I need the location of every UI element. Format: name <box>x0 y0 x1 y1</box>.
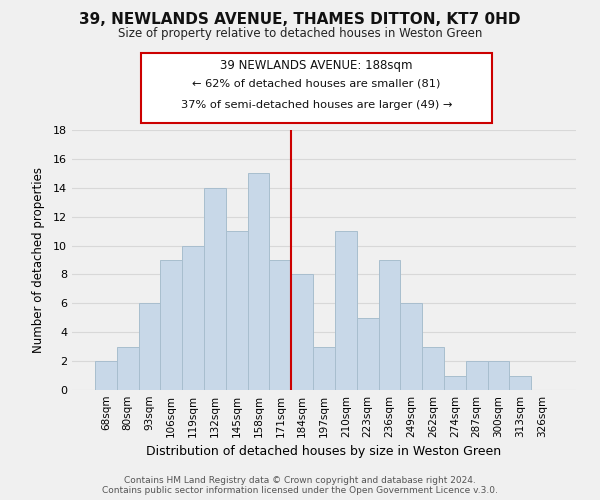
Bar <box>488 361 509 390</box>
Bar <box>204 188 226 390</box>
X-axis label: Distribution of detached houses by size in Weston Green: Distribution of detached houses by size … <box>146 446 502 458</box>
Bar <box>226 231 248 390</box>
Y-axis label: Number of detached properties: Number of detached properties <box>32 167 44 353</box>
Bar <box>335 231 357 390</box>
Bar <box>466 361 488 390</box>
Bar <box>95 361 117 390</box>
Bar <box>509 376 531 390</box>
Bar <box>248 174 269 390</box>
Text: Contains HM Land Registry data © Crown copyright and database right 2024.: Contains HM Land Registry data © Crown c… <box>124 476 476 485</box>
Bar <box>269 260 291 390</box>
Bar <box>117 346 139 390</box>
Bar <box>400 304 422 390</box>
Text: 37% of semi-detached houses are larger (49) →: 37% of semi-detached houses are larger (… <box>181 100 452 110</box>
Bar <box>291 274 313 390</box>
Text: 39 NEWLANDS AVENUE: 188sqm: 39 NEWLANDS AVENUE: 188sqm <box>220 58 413 71</box>
Bar <box>379 260 400 390</box>
Bar <box>422 346 444 390</box>
Bar <box>357 318 379 390</box>
Bar <box>313 346 335 390</box>
Text: Size of property relative to detached houses in Weston Green: Size of property relative to detached ho… <box>118 28 482 40</box>
Bar <box>139 304 160 390</box>
Text: 39, NEWLANDS AVENUE, THAMES DITTON, KT7 0HD: 39, NEWLANDS AVENUE, THAMES DITTON, KT7 … <box>79 12 521 28</box>
Bar <box>444 376 466 390</box>
Bar <box>182 246 204 390</box>
Text: Contains public sector information licensed under the Open Government Licence v.: Contains public sector information licen… <box>102 486 498 495</box>
Bar <box>160 260 182 390</box>
Text: ← 62% of detached houses are smaller (81): ← 62% of detached houses are smaller (81… <box>193 78 440 88</box>
